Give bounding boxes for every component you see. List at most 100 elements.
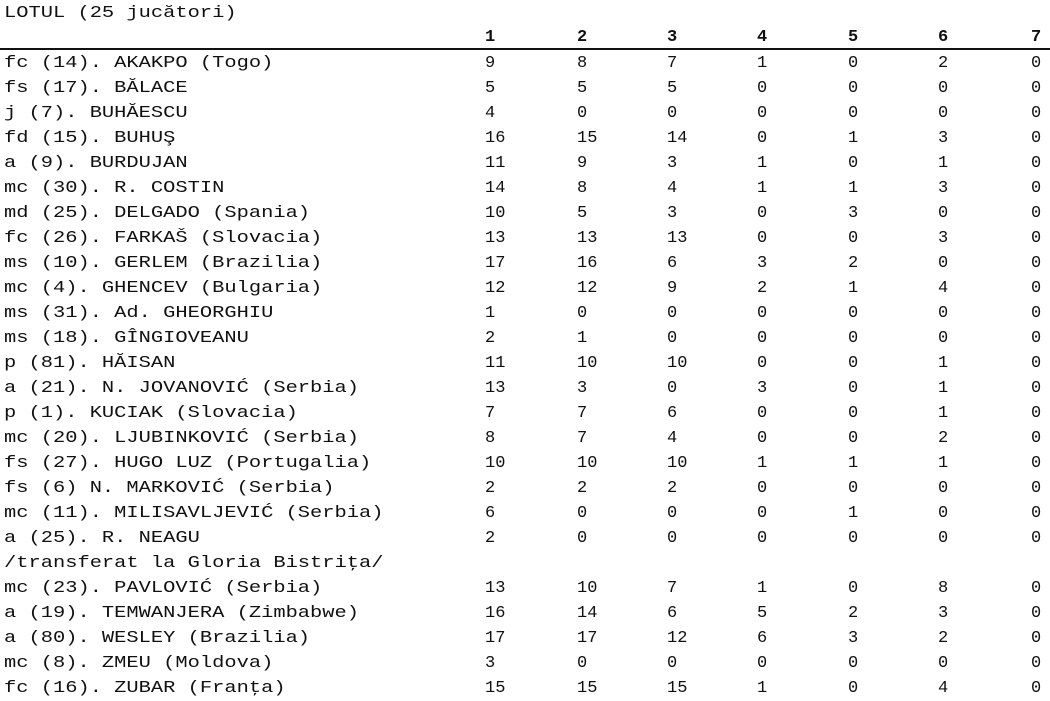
stat-cell-col-6: 0 — [938, 654, 949, 673]
stat-cell-col-7: 0 — [1031, 104, 1042, 123]
stat-cell-col-7: 0 — [1031, 154, 1042, 173]
name-cell: fd (15). BUHUŞ — [4, 126, 175, 151]
stat-cell-col-1: 11 — [485, 354, 506, 373]
stat-cell-col-1: 10 — [485, 454, 506, 473]
player-name: ms (18). GÎNGIOVEANU — [4, 329, 249, 348]
stat-cell-col-7: 0 — [1031, 79, 1042, 98]
stat-cell-col-6: 3 — [938, 129, 949, 148]
player-name: fc (26). FARKAŠ (Slovacia) — [4, 229, 323, 248]
player-name: fs (17). BĂLACE — [4, 79, 188, 98]
squad-title-text: LOTUL (25 jucători) — [4, 4, 237, 23]
player-name: mc (8). ZMEU (Moldova) — [4, 654, 274, 673]
name-cell: mc (30). R. COSTIN — [4, 176, 224, 201]
player-name: fs (6) N. MARKOVIĆ (Serbia) — [4, 479, 335, 498]
stat-cell-col-2: 12 — [577, 279, 598, 298]
column-header: 6 — [938, 28, 949, 47]
stat-cell-col-4: 0 — [757, 79, 768, 98]
player-row: a (19). TEMWANJERA (Zimbabwe) 16 14 6 5 2 3 0 — [0, 601, 1050, 626]
stat-cell-col-2: 7 — [577, 429, 588, 448]
stat-cell-col-6: 4 — [938, 679, 949, 698]
name-cell: a (19). TEMWANJERA (Zimbabwe) — [4, 601, 359, 626]
stat-cell-col-4: 0 — [757, 354, 768, 373]
stat-cell-col-4: 2 — [757, 279, 768, 298]
stat-cell-col-5: 0 — [848, 104, 859, 123]
player-name: md (25). DELGADO (Spania) — [4, 204, 311, 223]
player-name: mc (30). R. COSTIN — [4, 179, 225, 198]
stat-cell-col-4: 0 — [757, 429, 768, 448]
stat-cell-col-2: 15 — [577, 129, 598, 148]
stat-cell-col-3: 0 — [667, 329, 678, 348]
stat-cell-col-3: 0 — [667, 304, 678, 323]
stat-cell-col-4: 3 — [757, 254, 768, 273]
stat-cell-col-3: 0 — [667, 504, 678, 523]
stat-cell-col-3: 10 — [667, 354, 688, 373]
stat-cell-col-1: 8 — [485, 429, 496, 448]
name-cell: fc (16). ZUBAR (Franţa) — [4, 676, 286, 701]
player-name: fs (27). HUGO LUZ (Portugalia) — [4, 454, 372, 473]
stat-cell-col-6: 0 — [938, 79, 949, 98]
stat-cell-col-5: 0 — [848, 79, 859, 98]
name-cell: a (21). N. JOVANOVIĆ (Serbia) — [4, 376, 359, 401]
stat-cell-col-4: 3 — [757, 379, 768, 398]
note-row: /transferat la Gloria Bistriţa/ — [0, 551, 1050, 576]
stat-cell-col-4: 1 — [757, 679, 768, 698]
stat-cell-col-6: 2 — [938, 54, 949, 73]
stat-cell-col-1: 5 — [485, 79, 496, 98]
stat-cell-col-2: 9 — [577, 154, 588, 173]
stat-cell-col-5: 0 — [848, 329, 859, 348]
stat-cell-col-5: 3 — [848, 629, 859, 648]
name-cell: fs (17). BĂLACE — [4, 76, 188, 101]
name-cell: fc (14). AKAKPO (Togo) — [4, 51, 273, 76]
stat-cell-col-1: 13 — [485, 579, 506, 598]
stat-cell-col-6: 0 — [938, 504, 949, 523]
name-cell: fs (6) N. MARKOVIĆ (Serbia) — [4, 476, 335, 501]
stat-cell-col-6: 4 — [938, 279, 949, 298]
stat-cell-col-5: 0 — [848, 379, 859, 398]
stat-cell-col-4: 6 — [757, 629, 768, 648]
stat-cell-col-2: 16 — [577, 254, 598, 273]
stat-cell-col-1: 13 — [485, 229, 506, 248]
player-name: a (19). TEMWANJERA (Zimbabwe) — [4, 604, 360, 623]
stat-cell-col-6: 0 — [938, 304, 949, 323]
stat-cell-col-4: 0 — [757, 304, 768, 323]
name-cell: mc (20). LJUBINKOVIĆ (Serbia) — [4, 426, 359, 451]
stat-cell-col-4: 0 — [757, 129, 768, 148]
stat-cell-col-1: 1 — [485, 304, 496, 323]
column-header: 1 — [485, 28, 496, 47]
player-name: a (80). WESLEY (Brazilia) — [4, 629, 311, 648]
stat-cell-col-3: 7 — [667, 54, 678, 73]
stat-cell-col-4: 0 — [757, 229, 768, 248]
stat-cell-col-1: 16 — [485, 604, 506, 623]
stat-cell-col-6: 1 — [938, 154, 949, 173]
stat-cell-col-1: 10 — [485, 204, 506, 223]
stat-cell-col-7: 0 — [1031, 379, 1042, 398]
stat-cell-col-5: 1 — [848, 454, 859, 473]
stat-cell-col-7: 0 — [1031, 129, 1042, 148]
stat-cell-col-3: 6 — [667, 404, 678, 423]
name-cell: mc (11). MILISAVLJEVIĆ (Serbia) — [4, 501, 384, 526]
player-row: mc (30). R. COSTIN 14 8 4 1 1 3 0 — [0, 176, 1050, 201]
stat-cell-col-7: 0 — [1031, 204, 1042, 223]
stat-cell-col-2: 15 — [577, 679, 598, 698]
stat-cell-col-2: 5 — [577, 79, 588, 98]
stat-cell-col-3: 9 — [667, 279, 678, 298]
stat-cell-col-5: 0 — [848, 679, 859, 698]
stat-cell-col-1: 12 — [485, 279, 506, 298]
stat-cell-col-4: 1 — [757, 579, 768, 598]
stat-cell-col-7: 0 — [1031, 629, 1042, 648]
stat-cell-col-1: 2 — [485, 329, 496, 348]
name-cell: a (25). R. NEAGU — [4, 526, 200, 551]
column-header: 3 — [667, 28, 678, 47]
stat-cell-col-1: 16 — [485, 129, 506, 148]
stat-cell-col-6: 2 — [938, 429, 949, 448]
stat-cell-col-3: 10 — [667, 454, 688, 473]
stat-cell-col-3: 3 — [667, 204, 678, 223]
player-row: fc (16). ZUBAR (Franţa) 15 15 15 1 0 4 0 — [0, 676, 1050, 701]
stat-cell-col-2: 5 — [577, 204, 588, 223]
player-row: j (7). BUHĂESCU 4 0 0 0 0 0 0 — [0, 101, 1050, 126]
stat-cell-col-4: 1 — [757, 179, 768, 198]
player-row: p (1). KUCIAK (Slovacia) 7 7 6 0 0 1 0 — [0, 401, 1050, 426]
stat-cell-col-5: 0 — [848, 479, 859, 498]
stat-cell-col-7: 0 — [1031, 254, 1042, 273]
stat-cell-col-7: 0 — [1031, 54, 1042, 73]
